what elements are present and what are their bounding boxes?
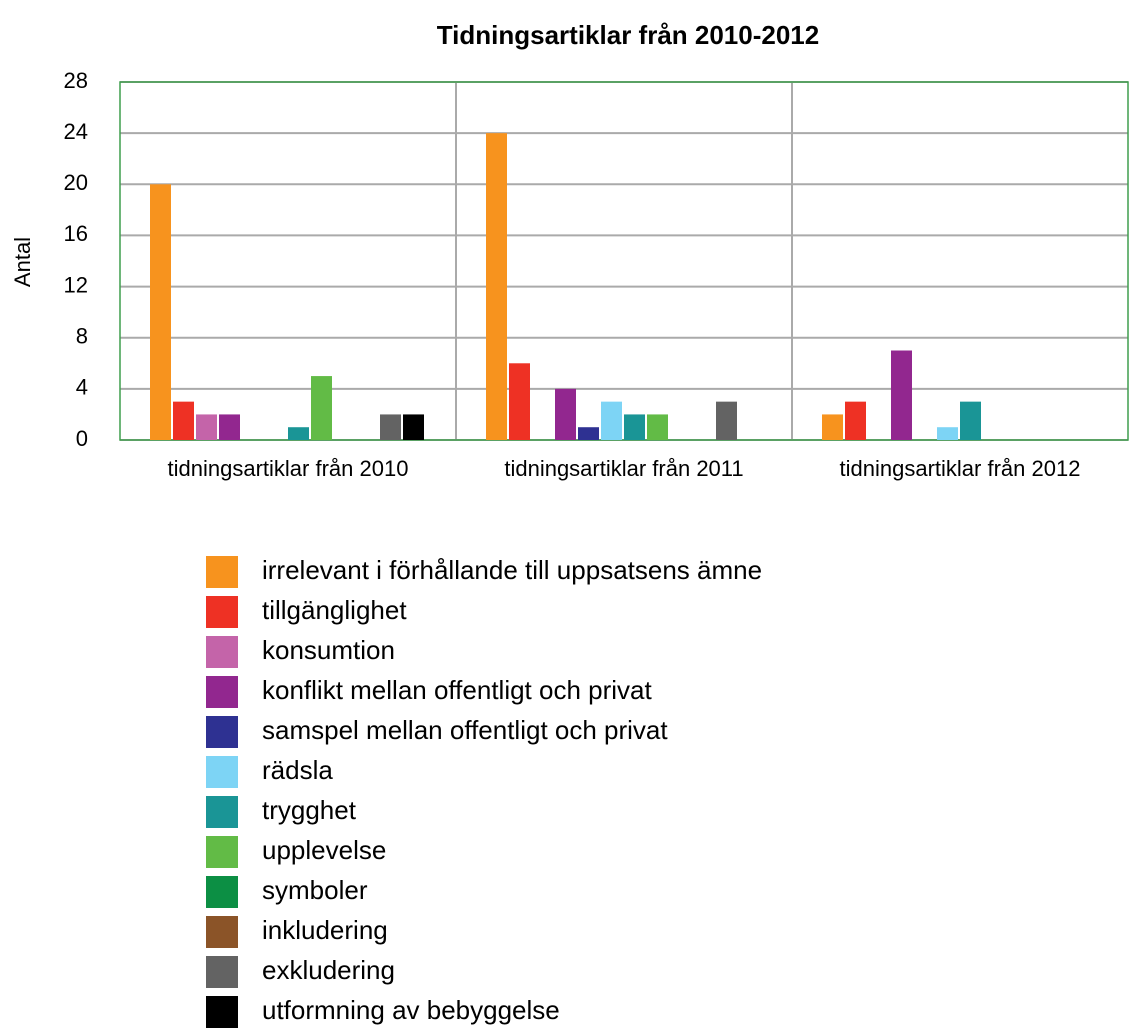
bar xyxy=(288,427,309,440)
bar xyxy=(716,401,737,440)
bar xyxy=(822,414,843,440)
legend-label: utformning av bebyggelse xyxy=(262,995,560,1025)
bar xyxy=(647,414,668,440)
legend-swatch xyxy=(206,996,238,1028)
legend-swatch xyxy=(206,876,238,908)
x-tick-label: tidningsartiklar från 2011 xyxy=(504,456,743,481)
legend-swatch xyxy=(206,636,238,668)
legend-swatch xyxy=(206,756,238,788)
bar xyxy=(380,414,401,440)
legend-label: upplevelse xyxy=(262,835,386,865)
bar xyxy=(578,427,599,440)
plot-frame xyxy=(119,81,1129,441)
legend-swatch xyxy=(206,836,238,868)
bar xyxy=(624,414,645,440)
legend-swatch xyxy=(206,916,238,948)
legend-label: exkludering xyxy=(262,955,395,985)
legend-label: trygghet xyxy=(262,795,357,825)
bar xyxy=(845,401,866,440)
legend-swatch xyxy=(206,596,238,628)
x-tick-label: tidningsartiklar från 2012 xyxy=(840,456,1081,481)
y-tick-label: 16 xyxy=(64,221,88,246)
bar xyxy=(196,414,217,440)
legend-label: irrelevant i förhållande till uppsatsens… xyxy=(262,555,762,585)
bar xyxy=(403,414,424,440)
legend-label: rädsla xyxy=(262,755,333,785)
y-tick-label: 20 xyxy=(64,170,88,195)
legend-label: symboler xyxy=(262,875,368,905)
legend-label: tillgänglighet xyxy=(262,595,407,625)
chart-title: Tidningsartiklar från 2010-2012 xyxy=(437,20,819,50)
legend-label: konflikt mellan offentligt och privat xyxy=(262,675,652,705)
legend-swatch xyxy=(206,716,238,748)
bar xyxy=(937,427,958,440)
y-tick-label: 24 xyxy=(64,119,88,144)
y-axis-label: Antal xyxy=(10,237,35,287)
x-tick-label: tidningsartiklar från 2010 xyxy=(168,456,409,481)
y-tick-label: 12 xyxy=(64,272,88,297)
legend-swatch xyxy=(206,796,238,828)
y-tick-label: 4 xyxy=(76,375,88,400)
y-tick-label: 28 xyxy=(64,68,88,93)
bar xyxy=(555,388,576,440)
bar xyxy=(173,401,194,440)
bar xyxy=(219,414,240,440)
bar xyxy=(891,350,912,440)
legend-label: konsumtion xyxy=(262,635,395,665)
y-tick-label: 0 xyxy=(76,426,88,451)
bar xyxy=(311,376,332,440)
bar xyxy=(509,363,530,440)
legend-swatch xyxy=(206,956,238,988)
legend-label: inkludering xyxy=(262,915,388,945)
bar xyxy=(486,133,507,440)
legend-swatch xyxy=(206,556,238,588)
legend-label: samspel mellan offentligt och privat xyxy=(262,715,668,745)
bar xyxy=(601,401,622,440)
bar xyxy=(960,401,981,440)
bar xyxy=(150,184,171,440)
legend-swatch xyxy=(206,676,238,708)
y-tick-label: 8 xyxy=(76,324,88,349)
